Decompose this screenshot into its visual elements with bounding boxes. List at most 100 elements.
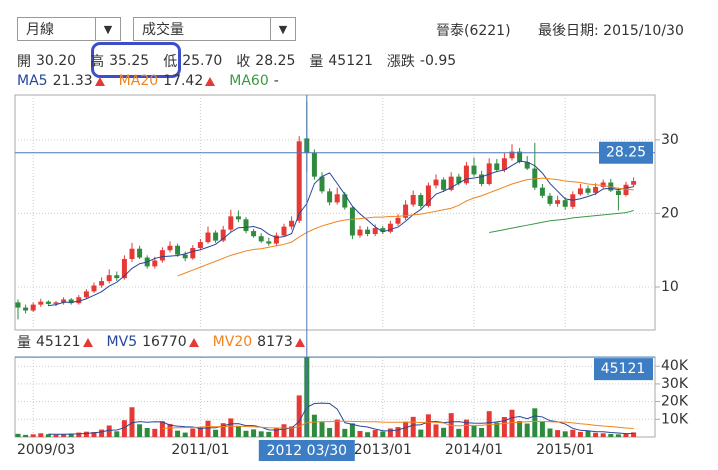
up-icon <box>82 337 93 347</box>
volume-bar <box>577 431 583 437</box>
quote-label: 收 <box>236 54 251 70</box>
volume-bar <box>273 427 279 437</box>
y-tick-label: 20K <box>661 394 689 410</box>
candle-body <box>372 228 378 235</box>
volume-bar <box>433 424 439 437</box>
volume-bar <box>243 430 249 437</box>
candle-body <box>281 226 287 236</box>
candle-body <box>593 186 599 193</box>
period-select[interactable]: 月線 ▼ <box>17 17 121 41</box>
candle-body <box>45 301 51 304</box>
volume-bar <box>441 427 447 437</box>
candle-body <box>197 242 203 248</box>
volume-bar <box>387 428 393 437</box>
quote-label: 高 <box>90 54 105 70</box>
candle-body <box>547 195 553 204</box>
volume-bar <box>615 434 621 437</box>
candle-body <box>129 248 135 260</box>
candle-body <box>615 190 621 196</box>
candle-body <box>532 168 538 188</box>
candle-body <box>327 191 333 203</box>
candle-body <box>319 176 325 192</box>
volume-bar <box>418 429 424 437</box>
volume-bar <box>220 423 226 437</box>
indicator-select[interactable]: 成交量 ▼ <box>133 17 296 41</box>
candle-body <box>494 163 500 171</box>
volume-bar <box>121 420 127 437</box>
date-box <box>258 440 355 461</box>
volume-bar <box>45 434 51 437</box>
candle-body <box>289 220 295 227</box>
volume-bar <box>83 431 89 437</box>
volume-bar <box>372 430 378 437</box>
volume-bar <box>463 419 469 437</box>
volume-bar <box>152 428 158 437</box>
candle-body <box>83 291 89 298</box>
candle-body <box>433 179 439 186</box>
price-panel <box>14 94 656 331</box>
candle-body <box>524 161 530 169</box>
volume-bar <box>425 414 431 437</box>
candle-body <box>175 245 181 255</box>
volume-bar <box>281 424 287 437</box>
quote-value: 25.70 <box>182 53 223 69</box>
volume-bar <box>608 433 614 437</box>
candle-body <box>99 281 105 286</box>
volume-bar <box>197 427 203 437</box>
up-icon <box>188 337 199 347</box>
candle-body <box>137 248 143 258</box>
dropdown-arrow[interactable]: ▼ <box>270 18 295 40</box>
x-tick-label: 2014/01 <box>445 442 503 458</box>
quote-label: 量 <box>309 54 324 70</box>
stock-name: 晉泰(6221) <box>436 23 511 39</box>
candle-body <box>91 285 97 292</box>
candle-body <box>395 217 401 224</box>
volume-bar <box>235 426 241 437</box>
candle-body <box>441 179 447 190</box>
volume-bar <box>327 427 333 437</box>
volume-bar <box>251 429 257 437</box>
highlight <box>91 42 181 78</box>
volume-bar <box>471 426 477 437</box>
volume-bar <box>114 431 120 437</box>
volume-plot <box>15 357 655 437</box>
volume-bar <box>38 433 44 437</box>
volume-bar <box>524 423 530 437</box>
candle-body <box>121 259 127 279</box>
volume-bar <box>570 429 576 437</box>
candle-body <box>228 216 234 230</box>
volume-legend: 量 45121 MV5 16770 MV20 8173 <box>17 332 319 352</box>
y-tick-label: 20 <box>661 205 679 221</box>
volume-bar <box>106 425 112 437</box>
candle-body <box>38 301 44 305</box>
legend-name: MA60 <box>229 73 269 89</box>
candle-body <box>562 200 568 207</box>
candle-body <box>243 219 249 232</box>
candle-body <box>623 184 629 196</box>
candle-body <box>349 207 355 236</box>
quote-value: 45121 <box>328 53 373 69</box>
volume-bar <box>342 428 348 437</box>
candle-body <box>205 232 211 243</box>
date-box-label: 2012 03/30 <box>267 443 347 459</box>
x-tick-label: 2013/01 <box>354 442 412 458</box>
candle-body <box>61 299 67 303</box>
period-label: 月線 <box>26 22 54 38</box>
up-icon <box>94 76 105 86</box>
candle-body <box>76 297 82 304</box>
dropdown-arrow[interactable]: ▼ <box>95 18 120 40</box>
legend-value: 21.33 <box>52 73 93 89</box>
candle-body <box>235 216 241 220</box>
candle-body <box>213 232 219 241</box>
candle-body <box>15 302 21 308</box>
volume-bar <box>205 420 211 437</box>
candle-body <box>448 176 454 190</box>
volume-bar <box>182 432 188 437</box>
volume-box-label: 45121 <box>601 361 646 377</box>
legend-value: - <box>273 73 279 89</box>
volume-bar <box>129 407 135 437</box>
indicator-label: 成交量 <box>142 22 184 38</box>
volume-bar <box>349 423 355 437</box>
volume-bar <box>213 429 219 437</box>
